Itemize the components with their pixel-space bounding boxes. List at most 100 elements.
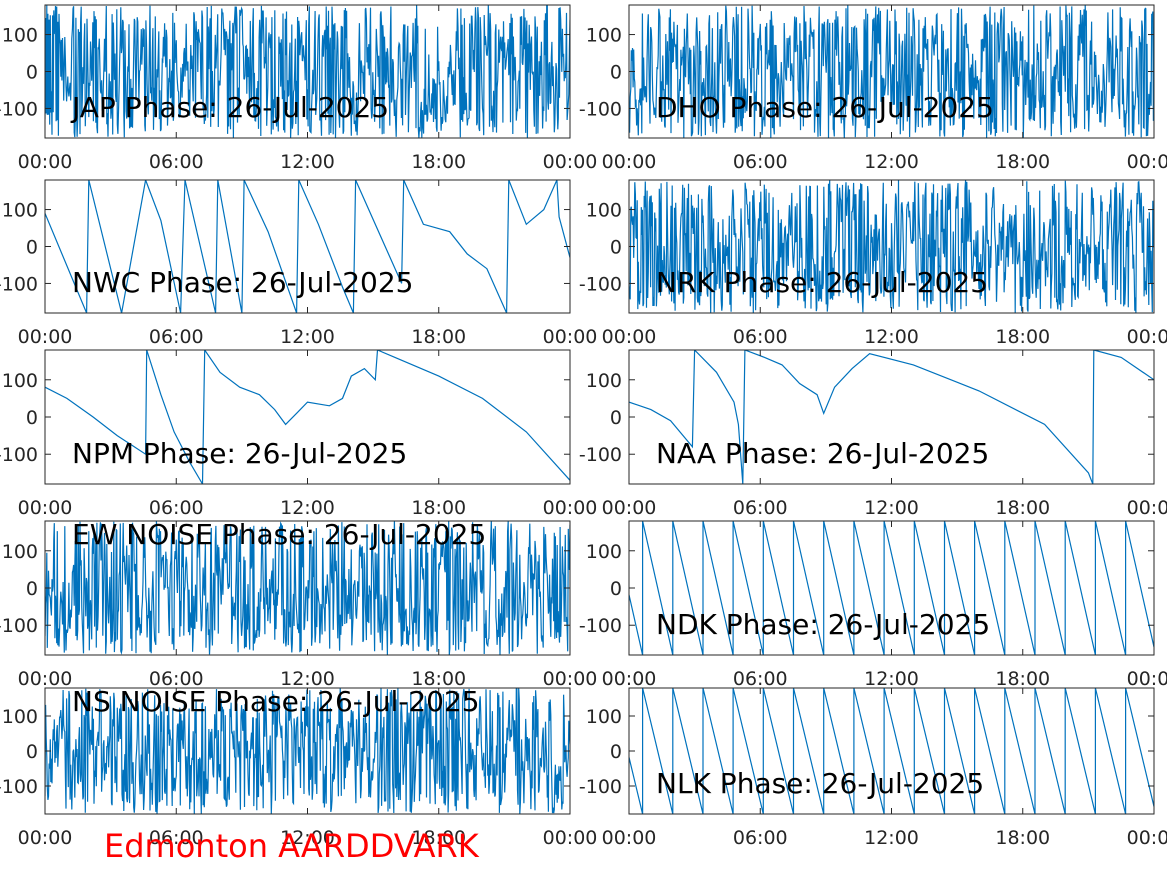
panel-title: JAP Phase: 26-Jul-2025 [70,91,389,124]
panel-title: NPM Phase: 26-Jul-2025 [72,437,407,470]
y-tick-label: 100 [2,200,38,222]
x-tick-label: 18:00 [995,497,1050,519]
x-tick-label: 12:00 [280,497,335,519]
y-tick-label: -100 [579,98,622,120]
x-tick-label: 18:00 [995,668,1050,690]
y-tick-label: 100 [586,706,622,728]
x-tick-label: 18:00 [411,151,466,173]
y-tick-label: -100 [0,615,38,637]
phase-trace [629,521,1154,655]
y-tick-label: -100 [579,273,622,295]
x-tick-label: 18:00 [995,151,1050,173]
phase-trace [629,5,1154,138]
phase-trace [629,180,1154,313]
y-tick-label: 100 [2,370,38,392]
phase-panel: 100 0 -100 00:00 06:00 12:00 18:00 00:00 NRK Pha… [579,179,1167,348]
y-tick-label: 0 [26,578,38,600]
x-tick-label: 18:00 [411,497,466,519]
y-tick-label: -100 [0,273,38,295]
phase-trace [45,350,570,484]
panel-title: NAA Phase: 26-Jul-2025 [656,437,989,470]
phase-panel: 100 0 -100 00:00 06:00 12:00 18:00 00:00 NAA Pha… [579,349,1167,519]
x-tick-label: 06:00 [149,827,204,849]
phase-trace [629,350,1154,484]
x-tick-label: 00:00 [1127,827,1167,849]
y-tick-label: 100 [586,25,622,47]
panel-title: NRK Phase: 26-Jul-2025 [656,266,988,299]
station-label: Edmonton AARDDVARK [104,827,479,865]
x-tick-label: 06:00 [733,326,788,348]
phase-trace [45,5,570,138]
x-tick-label: 00:00 [1127,326,1167,348]
x-tick-label: 06:00 [149,151,204,173]
x-tick-label: 00:00 [543,151,598,173]
y-tick-label: -100 [0,444,38,466]
x-tick-label: 06:00 [149,497,204,519]
x-tick-label: 18:00 [411,668,466,690]
panel-title: NDK Phase: 26-Jul-2025 [656,608,990,641]
phase-panel: 100 0 -100 00:00 06:00 12:00 18:00 00:00 DHO Pha… [579,4,1167,173]
panel-title: DHO Phase: 26-Jul-2025 [656,91,994,124]
x-tick-label: 00:00 [18,497,73,519]
y-tick-label: -100 [579,776,622,798]
y-tick-label: 100 [2,706,38,728]
y-tick-label: -100 [0,776,38,798]
y-tick-label: 0 [610,407,622,429]
phase-trace [629,688,1154,814]
phase-panel: 100 0 -100 00:00 06:00 12:00 18:00 00:00 NLK Pha… [579,687,1167,849]
x-tick-label: 06:00 [733,827,788,849]
y-tick-label: 0 [610,237,622,259]
x-tick-label: 12:00 [280,668,335,690]
x-tick-label: 00:00 [18,326,73,348]
x-tick-label: 00:00 [602,497,657,519]
y-tick-label: 0 [610,62,622,84]
x-tick-label: 00:00 [543,497,598,519]
phase-panel: 100 0 -100 00:00 06:00 12:00 18:00 00:00 NWC Pha… [0,179,597,348]
y-tick-label: 0 [26,741,38,763]
x-tick-label: 00:00 [602,326,657,348]
y-tick-label: 100 [2,541,38,563]
panel-title: EW NOISE Phase: 26-Jul-2025 [72,518,486,551]
phase-panel: 100 0 -100 00:00 06:00 12:00 18:00 00:00 NS NOIS… [0,685,597,849]
y-tick-label: 0 [610,578,622,600]
x-tick-label: 06:00 [733,497,788,519]
x-tick-label: 06:00 [733,151,788,173]
panel-title: NS NOISE Phase: 26-Jul-2025 [72,685,480,718]
x-tick-label: 06:00 [733,668,788,690]
x-tick-label: 06:00 [149,326,204,348]
phase-panel: 100 0 -100 00:00 06:00 12:00 18:00 00:00 JAP Pha… [0,4,598,173]
x-tick-label: 00:00 [602,668,657,690]
panel-title: NWC Phase: 26-Jul-2025 [72,266,413,299]
x-tick-label: 12:00 [280,326,335,348]
x-tick-label: 18:00 [411,326,466,348]
x-tick-label: 12:00 [864,497,919,519]
x-tick-label: 18:00 [411,827,466,849]
y-tick-label: -100 [579,615,622,637]
phase-trace [45,688,570,814]
x-tick-label: 12:00 [280,827,335,849]
y-tick-label: 100 [586,370,622,392]
y-tick-label: 0 [610,741,622,763]
x-tick-label: 06:00 [149,668,204,690]
y-tick-label: 0 [26,407,38,429]
x-tick-label: 00:00 [543,827,598,849]
x-tick-label: 00:00 [18,827,73,849]
y-tick-label: -100 [579,444,622,466]
x-tick-label: 00:00 [1127,668,1167,690]
phase-panel: 100 0 -100 00:00 06:00 12:00 18:00 00:00 EW NOIS… [0,518,597,690]
phase-panel: 100 0 -100 00:00 06:00 12:00 18:00 00:00 NPM Pha… [0,349,598,519]
x-tick-label: 00:00 [602,827,657,849]
phase-panel: 100 0 -100 00:00 06:00 12:00 18:00 00:00 NDK Pha… [579,520,1167,690]
x-tick-label: 12:00 [864,151,919,173]
y-tick-label: 100 [586,200,622,222]
x-tick-label: 18:00 [995,326,1050,348]
x-tick-label: 00:00 [602,151,657,173]
panel-title: NLK Phase: 26-Jul-2025 [656,767,984,800]
x-tick-label: 00:00 [1127,497,1167,519]
y-tick-label: 100 [586,541,622,563]
x-tick-label: 00:00 [18,668,73,690]
x-tick-label: 00:00 [543,668,598,690]
x-tick-label: 00:00 [18,151,73,173]
x-tick-label: 12:00 [864,668,919,690]
